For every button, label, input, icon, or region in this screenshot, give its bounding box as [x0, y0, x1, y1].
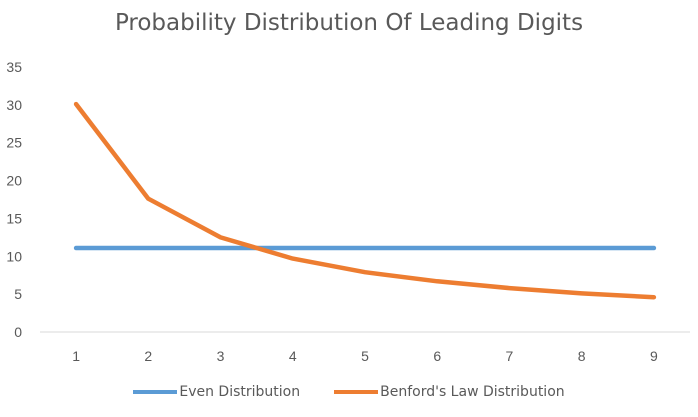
legend-item-even[interactable]: Even Distribution [133, 384, 300, 400]
chart-title: Probability Distribution Of Leading Digi… [114, 10, 584, 36]
y-tick-label: 30 [6, 97, 22, 113]
legend: Even Distribution Benford's Law Distribu… [0, 384, 698, 400]
x-tick-label: 1 [72, 348, 80, 364]
x-axis-ticks: 1 2 3 4 5 6 7 8 9 [72, 348, 658, 364]
legend-swatch-benford [334, 390, 379, 394]
x-tick-label: 3 [217, 348, 225, 364]
y-tick-label: 0 [14, 324, 22, 340]
legend-label-even: Even Distribution [179, 384, 301, 400]
plot-area: 0 5 10 15 20 25 30 35 1 2 3 4 5 6 7 8 9 [6, 59, 690, 364]
series-lines [73, 101, 657, 300]
x-tick-label: 5 [361, 348, 369, 364]
x-tick-label: 8 [578, 348, 586, 364]
y-tick-label: 35 [6, 59, 22, 75]
y-axis-ticks: 0 5 10 15 20 25 30 35 [6, 59, 22, 340]
y-tick-label: 5 [14, 286, 22, 302]
x-tick-label: 2 [144, 348, 152, 364]
legend-item-benford[interactable]: Benford's Law Distribution [334, 384, 565, 400]
series-line-benford[interactable] [73, 101, 657, 300]
legend-label-benford: Benford's Law Distribution [380, 384, 565, 400]
x-tick-label: 6 [433, 348, 441, 364]
y-tick-label: 15 [6, 210, 22, 226]
x-tick-label: 7 [506, 348, 514, 364]
y-tick-label: 10 [6, 248, 22, 264]
legend-swatch-even [133, 390, 178, 394]
y-tick-label: 25 [6, 135, 22, 151]
y-tick-label: 20 [6, 173, 22, 189]
x-tick-label: 9 [650, 348, 658, 364]
x-tick-label: 4 [289, 348, 297, 364]
